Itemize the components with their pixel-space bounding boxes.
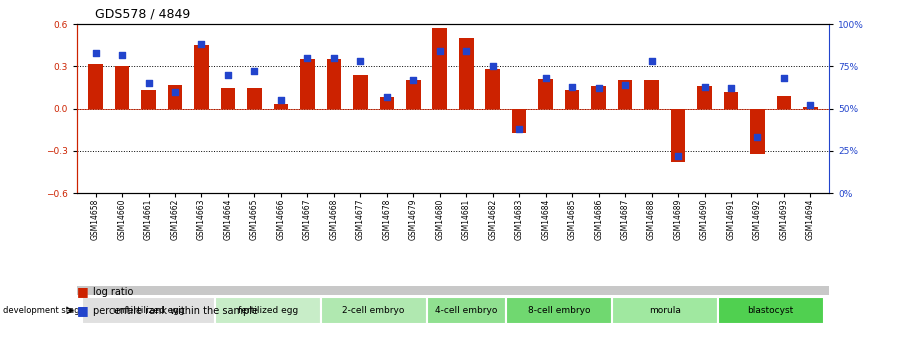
Point <box>326 55 341 61</box>
Point <box>618 82 632 88</box>
Bar <box>592 86 606 109</box>
FancyBboxPatch shape <box>427 297 506 324</box>
Bar <box>724 92 738 109</box>
Bar <box>353 75 368 109</box>
Bar <box>432 28 447 109</box>
Bar <box>115 66 130 109</box>
FancyBboxPatch shape <box>612 297 718 324</box>
Text: unfertilized egg: unfertilized egg <box>112 306 185 315</box>
Bar <box>644 80 659 109</box>
Text: fertilized egg: fertilized egg <box>237 306 298 315</box>
Bar <box>221 88 236 109</box>
Point <box>565 84 580 89</box>
Point <box>274 97 288 103</box>
Point <box>486 63 500 69</box>
Point <box>353 59 368 64</box>
Point <box>698 84 712 89</box>
Text: development stage: development stage <box>3 306 84 315</box>
Point <box>115 52 130 57</box>
Bar <box>406 80 420 109</box>
Bar <box>564 90 580 109</box>
Bar <box>618 80 632 109</box>
Bar <box>698 86 712 109</box>
Text: blastocyst: blastocyst <box>747 306 794 315</box>
Point <box>247 69 262 74</box>
Point <box>406 77 420 83</box>
Bar <box>194 45 208 109</box>
Bar <box>804 107 818 109</box>
Bar <box>538 79 553 109</box>
Bar <box>776 96 791 109</box>
Text: ■: ■ <box>77 304 89 317</box>
FancyBboxPatch shape <box>506 297 612 324</box>
Bar <box>326 59 342 109</box>
Bar <box>486 69 500 109</box>
Bar <box>300 59 314 109</box>
Bar <box>141 90 156 109</box>
FancyBboxPatch shape <box>321 297 427 324</box>
Point <box>300 55 314 61</box>
Point <box>221 72 236 78</box>
Point <box>432 48 447 54</box>
Point <box>168 89 182 95</box>
Point <box>804 102 818 108</box>
FancyBboxPatch shape <box>215 297 321 324</box>
Bar <box>274 105 288 109</box>
Bar <box>380 97 394 109</box>
Text: percentile rank within the sample: percentile rank within the sample <box>93 306 258 315</box>
Point <box>670 153 685 159</box>
Point <box>512 126 526 132</box>
Bar <box>670 109 685 162</box>
Point <box>724 86 738 91</box>
Text: 4-cell embryo: 4-cell embryo <box>435 306 497 315</box>
Bar <box>88 63 102 109</box>
Point <box>538 76 553 81</box>
Point <box>380 94 394 100</box>
Point <box>750 135 765 140</box>
Point <box>644 59 659 64</box>
Text: 2-cell embryo: 2-cell embryo <box>342 306 405 315</box>
Bar <box>168 85 182 109</box>
Point <box>194 42 208 47</box>
Text: 8-cell embryo: 8-cell embryo <box>527 306 590 315</box>
Point <box>141 80 156 86</box>
Bar <box>750 109 765 154</box>
Text: log ratio: log ratio <box>93 287 134 296</box>
Bar <box>459 38 474 109</box>
Point <box>88 50 102 56</box>
Bar <box>247 88 262 109</box>
Point <box>592 86 606 91</box>
Text: ■: ■ <box>77 285 89 298</box>
FancyBboxPatch shape <box>82 297 215 324</box>
Point <box>776 76 791 81</box>
FancyBboxPatch shape <box>718 297 824 324</box>
Point <box>459 48 474 54</box>
Text: morula: morula <box>649 306 680 315</box>
Text: GDS578 / 4849: GDS578 / 4849 <box>95 8 190 21</box>
Bar <box>512 109 526 132</box>
